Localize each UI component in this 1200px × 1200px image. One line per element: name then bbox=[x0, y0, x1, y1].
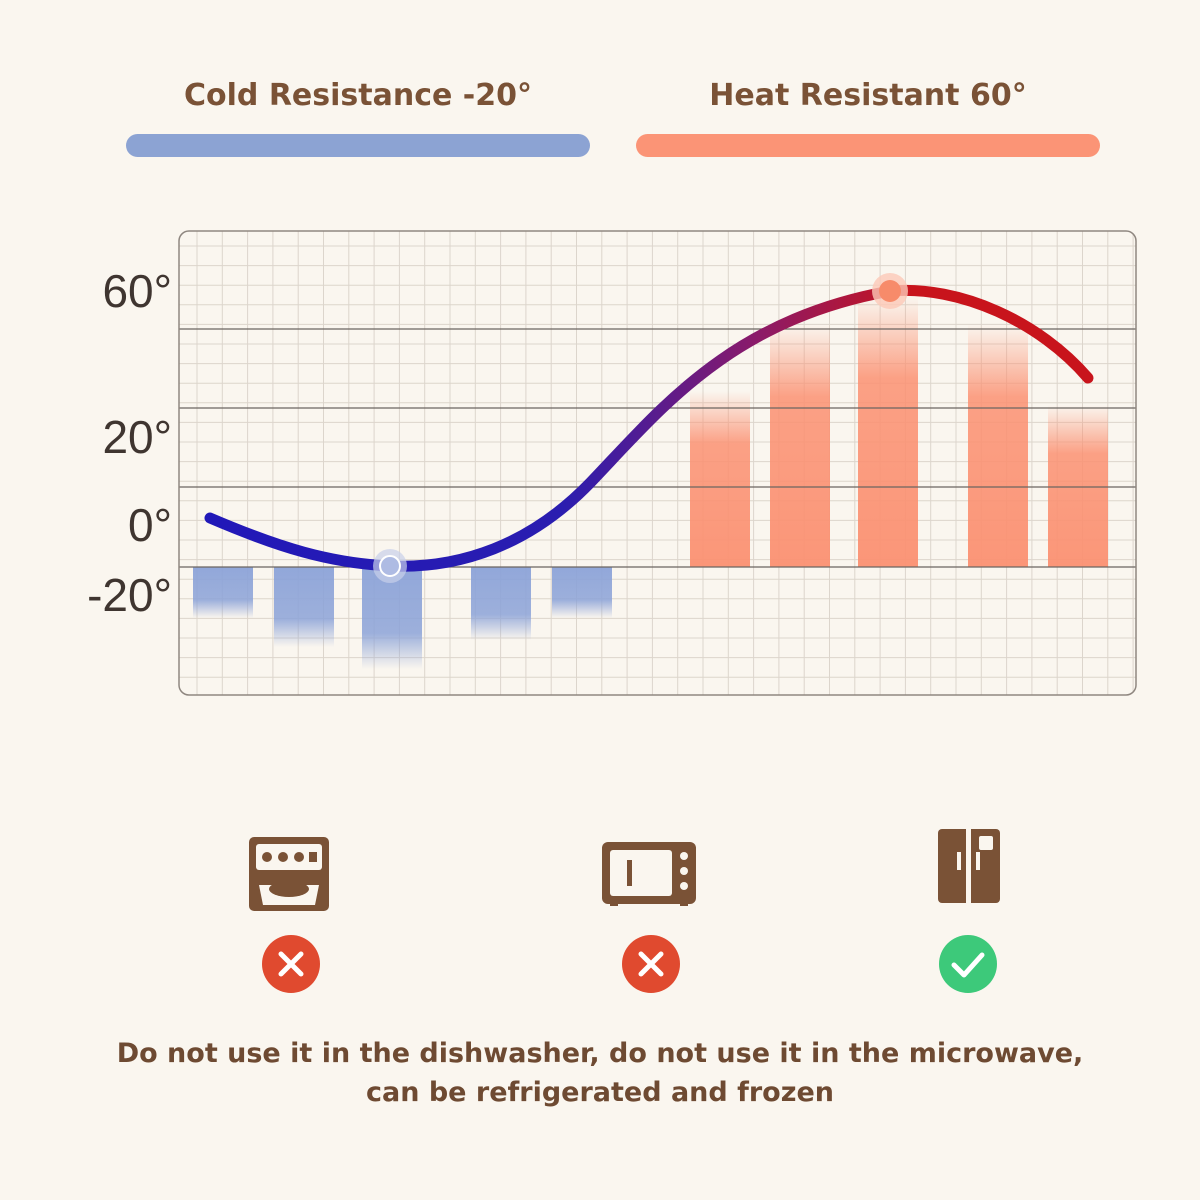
hot-bar bbox=[770, 324, 830, 567]
temperature-curve bbox=[204, 284, 1094, 572]
hot-bar bbox=[690, 391, 750, 567]
heat-legend-bar bbox=[636, 134, 1100, 157]
cross-icon bbox=[262, 935, 320, 993]
cold-bar bbox=[362, 567, 422, 669]
y-tick-0: 0° bbox=[128, 499, 172, 551]
heat-resistant-label: Heat Resistant 60° bbox=[709, 78, 1027, 113]
y-tick-60: 60° bbox=[102, 265, 172, 317]
chart-bars bbox=[193, 297, 1108, 669]
maximum-marker bbox=[879, 280, 901, 302]
caption-line-2: can be refrigerated and frozen bbox=[366, 1077, 834, 1108]
y-tick-20: 20° bbox=[102, 411, 172, 463]
cross-icon bbox=[622, 935, 680, 993]
cold-bar bbox=[193, 567, 253, 618]
cold-legend-bar bbox=[126, 134, 590, 157]
check-icon bbox=[939, 935, 997, 993]
cold-bar bbox=[471, 567, 531, 640]
cold-bar bbox=[552, 567, 612, 618]
caption-line-1: Do not use it in the dishwasher, do not … bbox=[116, 1038, 1084, 1069]
refrigerator-icon bbox=[937, 828, 1001, 908]
hot-bar bbox=[968, 324, 1028, 567]
minimum-marker bbox=[379, 555, 401, 577]
cold-resistance-label: Cold Resistance -20° bbox=[184, 78, 532, 113]
chart-frame bbox=[178, 230, 1137, 696]
microwave-icon bbox=[600, 840, 698, 912]
hot-bar bbox=[1048, 405, 1108, 567]
hot-bar bbox=[858, 297, 918, 567]
temperature-chart bbox=[178, 230, 1137, 696]
y-tick-minus-20: -20° bbox=[87, 569, 172, 621]
cold-bar bbox=[274, 567, 334, 647]
dishwasher-icon bbox=[247, 835, 331, 917]
